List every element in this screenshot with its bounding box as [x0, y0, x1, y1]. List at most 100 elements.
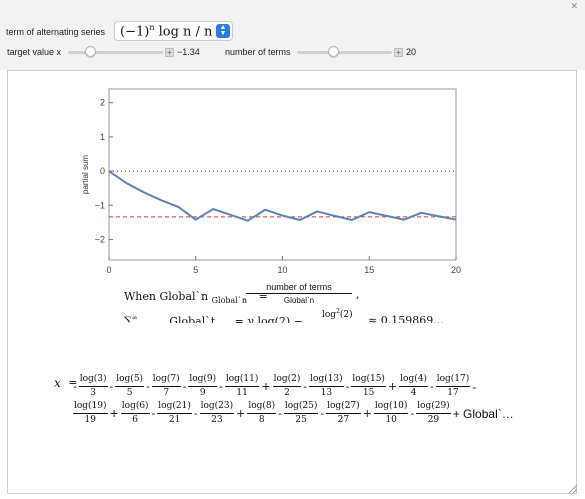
fraction-numerator: log(15) — [351, 374, 386, 387]
x-tick-label: 10 — [277, 265, 287, 275]
target-slider[interactable] — [68, 51, 163, 54]
output-panel — [7, 70, 577, 494]
fraction-denominator: 9 — [199, 388, 206, 398]
overlap-comma: , — [356, 288, 360, 301]
plot-frame — [108, 88, 457, 261]
formula-fraction: log(17) 17 — [435, 374, 471, 399]
fraction-denominator: 21 — [168, 415, 181, 425]
formula-fraction: log(10) 10 — [373, 401, 409, 426]
formula-fraction: log(15) 15 — [351, 374, 386, 399]
overlap-frac-den: Global`n — [283, 296, 315, 305]
overlap-approx: ≈ 0.159869... — [368, 314, 444, 323]
overlap-rhs: = γ log(2) − — [234, 314, 303, 323]
x-tick-label: 5 — [193, 265, 198, 275]
terms-expand-icon[interactable]: + — [394, 48, 403, 57]
formula-fraction: log(9) 9 — [188, 374, 218, 399]
fraction-denominator: 25 — [295, 415, 307, 425]
formula-operator: - — [345, 380, 350, 393]
formula-operator: + — [236, 407, 246, 420]
fraction-numerator: log(27) — [326, 401, 361, 414]
y-tick-label: −1 — [95, 200, 105, 210]
close-icon[interactable]: ✕ — [570, 1, 578, 11]
overlap-text-left: When Global`n — [124, 290, 209, 303]
formula-fraction: log(21) 21 — [157, 401, 192, 426]
formula-tail: + Global`… — [452, 406, 514, 421]
fraction-denominator: 23 — [211, 415, 223, 425]
formula-fraction: log(11) 11 — [224, 374, 260, 399]
formula-operator: - — [73, 380, 77, 393]
formula-tail: - — [472, 379, 477, 394]
formula-operator: - — [182, 380, 187, 393]
terms-slider-thumb[interactable] — [327, 46, 339, 57]
fraction-numerator: log(10) — [373, 401, 409, 414]
formula-fraction: log(23) 23 — [199, 401, 235, 426]
fraction-numerator: log(7) — [151, 374, 181, 387]
formula-x: x — [54, 376, 61, 390]
target-expand-icon[interactable]: + — [165, 48, 174, 57]
formula-operator: - — [278, 407, 282, 420]
series-popup-menu[interactable]: (−1)n log n / n ▲ ▼ — [114, 21, 233, 41]
y-tick-label: −2 — [95, 234, 105, 244]
y-tick-label: 2 — [100, 98, 105, 108]
formula-operator: - — [219, 380, 223, 393]
fraction-numerator: log(9) — [188, 374, 218, 387]
formula-fraction: log(29) 29 — [416, 401, 451, 426]
series-popup-value: (−1)n log n / n — [120, 23, 213, 40]
formula-operator: - — [146, 380, 150, 393]
fraction-denominator: 11 — [236, 388, 248, 398]
formula-operator: - — [410, 407, 415, 420]
fraction-denominator: 19 — [84, 415, 96, 425]
fraction-numerator: log(6) — [120, 401, 150, 414]
overlap-log-sup: 2 — [336, 308, 340, 315]
overlap-text-eq: = — [258, 290, 268, 303]
overlap-frac-num: number of terms — [246, 282, 352, 294]
y-tick-label: 1 — [100, 132, 105, 142]
formula-fraction: log(3) 3 — [78, 374, 108, 399]
fraction-denominator: 29 — [427, 415, 440, 425]
formula-fraction: log(4) 4 — [399, 374, 428, 399]
fraction-denominator: 6 — [132, 415, 139, 425]
y-tick-label: 0 — [100, 166, 105, 176]
fraction-numerator: log(17) — [435, 374, 471, 387]
fraction-denominator: 17 — [447, 388, 459, 398]
y-axis-label: partial sum — [81, 155, 90, 194]
fraction-denominator: 7 — [163, 388, 170, 398]
resize-grip-icon[interactable] — [567, 483, 577, 493]
popup-arrows-icon: ▲ ▼ — [216, 24, 230, 38]
terms-slider[interactable] — [297, 51, 392, 54]
target-label: target value x — [7, 47, 62, 57]
fraction-numerator: log(5) — [115, 374, 145, 387]
fraction-numerator: log(21) — [157, 401, 192, 414]
formula-operator: - — [109, 380, 114, 393]
formula-fraction: log(25) 25 — [283, 401, 319, 426]
formula-operator: - — [303, 380, 308, 393]
formula-fraction: log(13) 13 — [309, 374, 344, 399]
x-tick-label: 20 — [451, 265, 461, 275]
fraction-denominator: 8 — [258, 415, 265, 425]
formula-operator: + — [109, 407, 119, 420]
formula-operator: - — [193, 407, 198, 420]
terms-label: number of terms — [225, 47, 291, 57]
fraction-denominator: 10 — [385, 415, 397, 425]
formula-fraction: log(6) 6 — [120, 401, 150, 426]
formula-row-2: log(19) 19 + log(6) 6- log(21) 21- log(23) 23 + lo… — [72, 401, 515, 426]
fraction-denominator: 4 — [410, 388, 417, 398]
target-value: −1.34 — [177, 47, 200, 57]
fraction-numerator: log(29) — [416, 401, 451, 414]
formula-operator: + — [362, 407, 372, 420]
fraction-denominator: 27 — [337, 415, 350, 425]
overlap-mid: Global`t — [169, 314, 216, 323]
overlap-text-sub: Global`n — [211, 296, 247, 305]
control-bar: ✕ term of alternating series (−1)n log n… — [0, 0, 585, 70]
formula-fraction: log(2) 2 — [272, 374, 302, 399]
target-slider-thumb[interactable] — [85, 46, 97, 57]
formula-fraction: log(7) 7 — [151, 374, 181, 399]
overlapping-text: When Global`n Global`n = number of terms… — [110, 282, 450, 323]
overlap-sum-sup: ∞ — [131, 314, 138, 322]
formula-operator: - — [320, 407, 325, 420]
formula-fraction: log(5) 5 — [115, 374, 145, 399]
formula-operator: + — [387, 380, 398, 393]
formula-row-1: - log(3) 3- log(5) 5- log(7) 7- log(9) 9- log(11)… — [72, 374, 477, 399]
overlap-sum: ∑ — [124, 314, 132, 323]
terms-value: 20 — [406, 47, 417, 57]
